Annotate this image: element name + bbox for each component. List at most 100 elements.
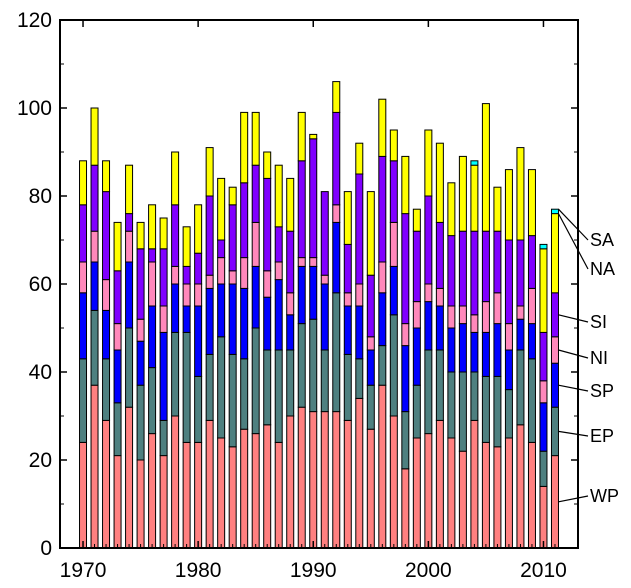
bar-ni-1995 [366,336,375,351]
bar-ni-1978 [171,265,180,285]
bar-ep-1975 [136,384,145,461]
bar-ni-2002 [447,305,456,329]
bar-sp-2009 [527,323,536,360]
bar-wp-1987 [274,441,283,549]
series-label-sa: SA [590,230,614,250]
bar-si-2007 [504,239,513,325]
bar-ep-2005 [481,375,490,443]
series-label-na: NA [590,259,615,279]
bar-ni-1998 [401,323,410,347]
bar-sp-1986 [263,296,272,351]
bar-ni-2010 [539,380,548,404]
bar-si-1976 [148,248,157,263]
bar-si-2006 [493,230,502,294]
bar-sp-1998 [401,345,410,413]
bar-ni-1977 [159,305,168,333]
bar-si-1973 [113,270,122,325]
bar-sp-1999 [412,327,421,386]
bar-ni-1986 [263,270,272,298]
bar-si-2001 [435,221,444,289]
bar-sp-2001 [435,305,444,351]
bar-sp-1980 [194,305,203,377]
bar-ni-2007 [504,323,513,351]
bar-sp-2000 [424,301,433,351]
bar-si-1983 [228,204,237,272]
bar-si-2004 [470,230,479,316]
bar-sp-1977 [159,331,168,421]
bar-ep-2009 [527,358,536,443]
bar-na-1983 [228,186,237,206]
y-tick-label-80: 80 [29,185,52,208]
bar-ep-1979 [182,331,191,443]
bar-ep-1978 [171,331,180,417]
bar-ni-1987 [274,261,283,281]
bar-ep-2004 [470,371,479,421]
bar-ni-1981 [205,274,214,289]
bar-wp-2000 [424,433,433,549]
bar-sp-1989 [297,265,306,325]
bar-na-1995 [366,191,375,276]
bar-ni-1992 [332,204,341,223]
bar-na-2009 [527,169,536,237]
bar-wp-1991 [320,411,329,549]
bar-si-2002 [447,235,456,307]
bar-na-2011 [550,213,559,294]
bar-na-1988 [286,177,295,232]
bar-si-1980 [194,252,203,285]
leader-line-ni [558,349,589,359]
bar-na-1976 [148,204,157,250]
bar-ni-2011 [550,336,559,364]
y-tick-label-100: 100 [17,97,52,120]
bar-ep-1988 [286,349,295,417]
bar-ep-1974 [125,327,134,408]
bar-sp-1982 [217,283,226,338]
bar-sp-1988 [286,314,295,351]
bar-na-2007 [504,169,513,241]
bar-wp-2008 [516,424,525,549]
bar-ni-1972 [102,279,111,311]
bar-ni-1997 [389,221,398,267]
bar-ni-1984 [240,257,249,289]
leader-line-wp [558,495,589,503]
bar-sp-1979 [182,305,191,333]
bar-sp-2008 [516,318,525,351]
bar-sp-1975 [136,340,145,386]
bar-sa-2004 [470,160,479,166]
bar-sp-1997 [389,265,398,316]
bar-sp-1970 [79,292,88,360]
bar-si-1981 [205,195,214,276]
bar-si-2000 [424,195,433,285]
bar-wp-1998 [401,468,410,549]
bar-sp-2010 [539,402,548,452]
bar-na-2002 [447,182,456,237]
bar-sp-1976 [148,305,157,369]
bar-wp-1985 [251,433,260,549]
bar-ni-2008 [516,305,525,320]
bar-na-1970 [79,160,88,206]
bar-na-2008 [516,147,525,241]
bar-ni-1976 [148,261,157,307]
bar-na-1974 [125,164,134,215]
bar-si-1984 [240,182,249,259]
bar-ni-2001 [435,287,444,307]
bar-sp-1987 [274,279,283,351]
bar-si-1993 [343,243,352,294]
bar-si-1979 [182,265,191,285]
bar-si-1995 [366,274,375,338]
bar-na-1997 [389,129,398,162]
bar-wp-1996 [378,384,387,549]
bar-na-2003 [458,155,467,232]
bar-ep-1991 [320,349,329,413]
series-label-wp: WP [590,486,619,506]
bar-sa-2010 [539,243,548,250]
bar-ep-2001 [435,349,444,421]
bar-wp-1974 [125,406,134,549]
bar-wp-1975 [136,459,145,549]
y-tick-label-120: 120 [17,9,52,32]
bar-na-1998 [401,155,410,215]
bar-si-1996 [378,155,387,263]
bar-na-1973 [113,221,122,272]
bar-ep-1977 [159,419,168,457]
bar-na-1985 [251,111,260,166]
bar-ep-1994 [355,358,364,399]
